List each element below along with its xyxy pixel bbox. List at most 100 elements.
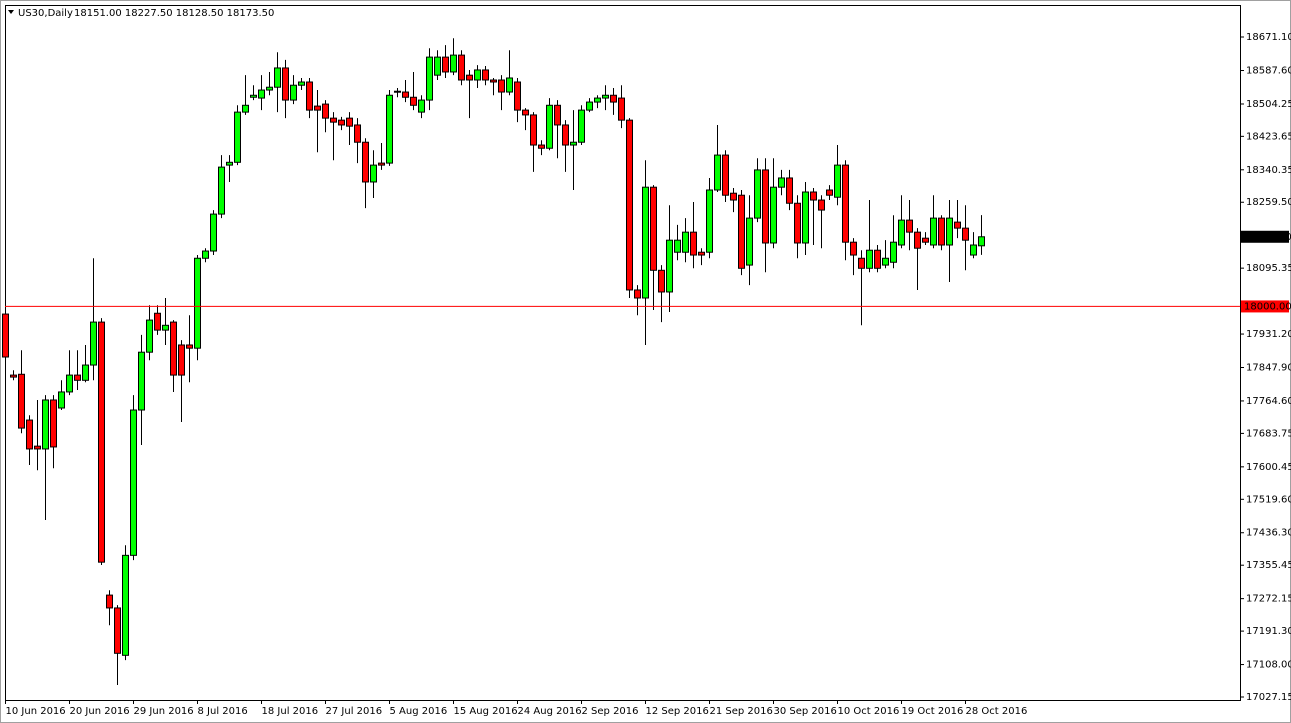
candle-body — [274, 67, 281, 88]
candle-body — [226, 161, 233, 166]
candle-body — [250, 94, 257, 98]
candle-body — [330, 117, 337, 123]
candle-body — [962, 227, 969, 241]
candle-body — [370, 164, 377, 183]
candle-body — [178, 344, 185, 376]
candle-body — [506, 77, 513, 93]
candle-body — [810, 191, 817, 201]
candle-body — [562, 124, 569, 146]
y-tick-label: 17519.60 — [1246, 494, 1291, 505]
candle-body — [2, 313, 9, 358]
candle-body — [858, 257, 865, 269]
candle-body — [874, 249, 881, 269]
candle-body — [130, 409, 137, 556]
candle-body — [850, 241, 857, 256]
candle-body — [74, 374, 81, 381]
candle-body — [706, 189, 713, 253]
candle-body — [50, 399, 57, 448]
candle-body — [634, 289, 641, 299]
candle-body — [946, 217, 953, 246]
candle-body — [266, 86, 273, 91]
candle-body — [658, 269, 665, 293]
x-tick-label: 27 Jul 2016 — [326, 706, 383, 717]
x-tick-label: 24 Aug 2016 — [518, 706, 582, 717]
candle-body — [746, 217, 753, 266]
candle-body — [610, 94, 617, 103]
y-tick-label: 17355.45 — [1246, 560, 1291, 571]
y-tick-label: 17108.00 — [1246, 660, 1291, 671]
candle-body — [906, 219, 913, 233]
candle-body — [314, 105, 321, 111]
candle-body — [410, 96, 417, 106]
candle-body — [674, 239, 681, 253]
chart-title: US30,Daily — [18, 8, 73, 19]
candle-body — [954, 221, 961, 229]
x-tick-label: 10 Jun 2016 — [6, 706, 66, 717]
candle-body — [570, 141, 577, 146]
y-tick-label: 17191.30 — [1246, 626, 1291, 637]
candle-body — [778, 177, 785, 188]
candle-body — [122, 554, 129, 656]
hline-price-box — [1241, 300, 1289, 313]
x-tick-label: 18 Jul 2016 — [262, 706, 319, 717]
candle-body — [818, 199, 825, 211]
candle-body — [682, 231, 689, 253]
y-tick-label: 18423.65 — [1246, 131, 1291, 142]
candle-body — [210, 213, 217, 252]
candle-body — [698, 251, 705, 256]
candle-body — [922, 237, 929, 243]
candle-body — [618, 97, 625, 121]
candle-body — [522, 109, 529, 116]
y-tick-label: 17027.15 — [1246, 692, 1291, 703]
candle-body — [594, 97, 601, 103]
candle-body — [218, 166, 225, 215]
candle-body — [346, 117, 353, 127]
candle-body — [474, 69, 481, 81]
x-tick-label: 8 Jul 2016 — [198, 706, 248, 717]
candle-body — [794, 202, 801, 244]
candle-body — [258, 89, 265, 99]
y-tick-label: 17931.20 — [1246, 329, 1291, 340]
candle-body — [786, 177, 793, 204]
candle-body — [866, 249, 873, 269]
candle-body — [194, 257, 201, 349]
candle-body — [490, 79, 497, 83]
y-tick-label: 17683.75 — [1246, 428, 1291, 439]
menu-arrow[interactable] — [8, 10, 14, 14]
candle-body — [138, 351, 145, 411]
candle-body — [426, 56, 433, 101]
candle-body — [914, 231, 921, 249]
y-tick-label: 17272.15 — [1246, 594, 1291, 605]
candle-body — [434, 56, 441, 76]
x-tick-label: 10 Oct 2016 — [838, 706, 900, 717]
candle-body — [378, 162, 385, 166]
candle-body — [826, 189, 833, 196]
candle-body — [146, 319, 153, 353]
x-tick-label: 15 Aug 2016 — [454, 706, 518, 717]
candle-body — [82, 364, 89, 381]
candle-body — [538, 144, 545, 149]
candle-body — [666, 239, 673, 293]
candle-body — [802, 191, 809, 244]
y-tick-label: 18340.35 — [1246, 165, 1291, 176]
candle-body — [602, 94, 609, 99]
candle-body — [650, 186, 657, 271]
y-tick-label: 17847.90 — [1246, 362, 1291, 373]
candle-body — [338, 119, 345, 126]
candle-body — [186, 344, 193, 349]
last-price-box — [1241, 230, 1289, 243]
candle-body — [626, 119, 633, 291]
candle-body — [978, 236, 985, 247]
candle-body — [890, 241, 897, 263]
candle-body — [42, 399, 49, 450]
x-tick-label: 12 Sep 2016 — [646, 706, 709, 717]
candle-body — [402, 91, 409, 98]
candle-body — [90, 321, 97, 366]
candle-body — [354, 124, 361, 143]
candle-body — [938, 217, 945, 246]
candle-body — [34, 445, 41, 450]
y-tick-label: 18259.50 — [1246, 197, 1291, 208]
ohlc-label: 18151.00 18227.50 18128.50 18173.50 — [74, 8, 274, 19]
